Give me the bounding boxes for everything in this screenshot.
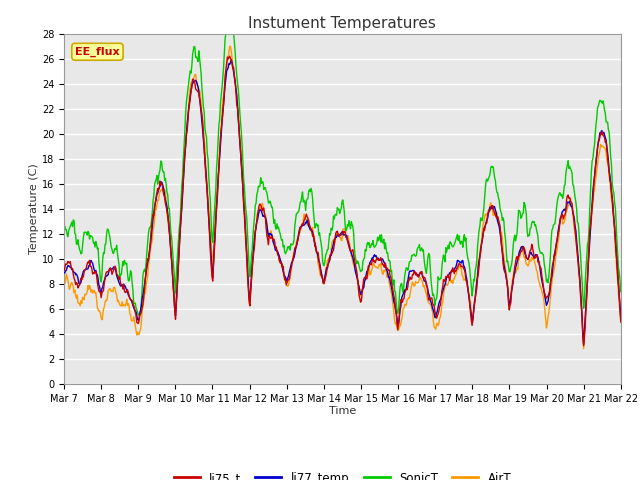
X-axis label: Time: Time <box>329 407 356 417</box>
Title: Instument Temperatures: Instument Temperatures <box>248 16 436 31</box>
Y-axis label: Temperature (C): Temperature (C) <box>29 163 39 254</box>
Legend: li75_t, li77_temp, SonicT, AirT: li75_t, li77_temp, SonicT, AirT <box>169 467 516 480</box>
Text: EE_flux: EE_flux <box>75 47 120 57</box>
